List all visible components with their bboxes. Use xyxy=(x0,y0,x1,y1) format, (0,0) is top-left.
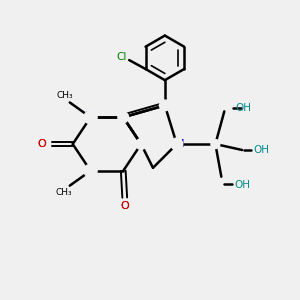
Text: Cl: Cl xyxy=(117,52,127,61)
Text: OH: OH xyxy=(234,180,250,190)
Text: N: N xyxy=(85,112,94,122)
Text: CH₃: CH₃ xyxy=(56,188,72,197)
Text: CH₃: CH₃ xyxy=(57,92,74,100)
Text: N: N xyxy=(85,167,93,177)
Text: OH: OH xyxy=(254,145,269,155)
Text: O: O xyxy=(120,202,129,212)
Circle shape xyxy=(160,100,170,111)
Text: N: N xyxy=(85,166,94,176)
Text: OH: OH xyxy=(236,103,252,113)
Text: N: N xyxy=(85,111,93,121)
Text: N: N xyxy=(176,139,184,149)
Text: O: O xyxy=(37,139,46,149)
Circle shape xyxy=(211,140,220,148)
Circle shape xyxy=(84,164,97,177)
Circle shape xyxy=(84,111,97,124)
Circle shape xyxy=(118,112,129,123)
Circle shape xyxy=(171,138,183,150)
Text: N: N xyxy=(176,139,184,149)
Text: O: O xyxy=(120,202,129,212)
Circle shape xyxy=(136,139,146,149)
Text: O: O xyxy=(37,139,46,149)
